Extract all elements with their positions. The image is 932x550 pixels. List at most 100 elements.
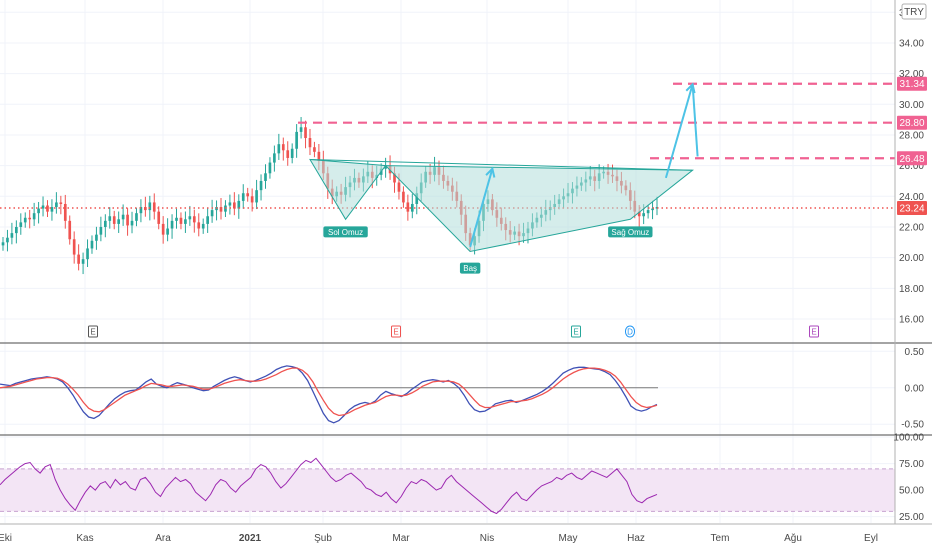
candle[interactable]	[63, 203, 67, 221]
macd-panel[interactable]	[0, 365, 658, 424]
time-axis[interactable]: Eki Kas Ara 2021 Şub Mar Nis May Haz Tem Ağu Eyl	[0, 533, 878, 544]
candle[interactable]	[192, 216, 196, 223]
event-marker[interactable]	[809, 325, 819, 338]
candle[interactable]	[317, 151, 321, 162]
candle[interactable]	[139, 207, 143, 214]
candle[interactable]	[126, 214, 129, 226]
candle[interactable]	[290, 148, 294, 158]
candle[interactable]	[95, 234, 98, 241]
event-marker[interactable]	[571, 325, 581, 338]
candle[interactable]	[206, 216, 209, 224]
candle[interactable]	[384, 165, 387, 169]
candle[interactable]	[68, 220, 72, 240]
candle[interactable]	[157, 211, 161, 224]
candle[interactable]	[19, 222, 23, 227]
candle[interactable]	[41, 205, 45, 209]
candle[interactable]	[402, 191, 405, 203]
candle[interactable]	[264, 173, 267, 181]
candle[interactable]	[37, 208, 40, 214]
candle[interactable]	[103, 220, 107, 227]
candle[interactable]	[228, 202, 232, 206]
candle[interactable]	[6, 237, 9, 243]
level-price-tag[interactable]	[897, 151, 927, 166]
candle[interactable]	[637, 211, 641, 217]
candle[interactable]	[81, 259, 85, 264]
candle[interactable]	[286, 150, 290, 158]
candle[interactable]	[28, 217, 32, 220]
candle[interactable]	[15, 226, 18, 234]
candle[interactable]	[99, 226, 103, 235]
candle[interactable]	[188, 216, 192, 220]
event-marker[interactable]	[88, 325, 98, 338]
candle[interactable]	[277, 144, 281, 154]
candle[interactable]	[59, 202, 63, 204]
candle[interactable]	[32, 213, 36, 220]
candle[interactable]	[268, 162, 272, 174]
candle[interactable]	[646, 210, 650, 214]
panel-separators[interactable]	[0, 0, 932, 525]
candle[interactable]	[406, 202, 410, 212]
signal-line[interactable]	[0, 367, 658, 417]
candle[interactable]	[55, 202, 58, 208]
candle[interactable]	[152, 202, 156, 212]
candle[interactable]	[184, 219, 187, 224]
candle[interactable]	[397, 182, 401, 192]
candle[interactable]	[415, 193, 419, 204]
candle[interactable]	[90, 240, 94, 249]
macd-line[interactable]	[0, 365, 658, 424]
candle[interactable]	[77, 254, 80, 264]
candle[interactable]	[197, 222, 201, 229]
candle[interactable]	[393, 173, 396, 183]
candle[interactable]	[246, 193, 250, 197]
price-panel[interactable]: Sol Omuz Baş Sağ Omuz E E E D E	[0, 82, 895, 338]
level-price-tag[interactable]	[897, 115, 927, 130]
candle[interactable]	[166, 228, 169, 235]
candle[interactable]	[86, 248, 89, 260]
pattern-head-right-shoulder[interactable]	[384, 165, 695, 253]
current-price-tag[interactable]	[897, 200, 927, 215]
candle[interactable]	[179, 217, 183, 224]
candle[interactable]	[255, 190, 258, 203]
candle[interactable]	[135, 213, 138, 221]
candle[interactable]	[259, 180, 263, 191]
currency-badge[interactable]: TRY	[901, 3, 927, 20]
candle[interactable]	[308, 138, 312, 148]
candle[interactable]	[72, 239, 76, 255]
candle[interactable]	[201, 223, 205, 229]
target-arrow-head-measure[interactable]	[469, 168, 494, 248]
candle[interactable]	[121, 214, 125, 220]
candle[interactable]	[304, 127, 307, 139]
event-marker[interactable]	[391, 325, 401, 338]
candle[interactable]	[117, 219, 121, 224]
candle[interactable]	[170, 220, 174, 229]
candle[interactable]	[130, 220, 134, 226]
candle[interactable]	[1, 242, 5, 246]
candle[interactable]	[237, 200, 241, 209]
candle[interactable]	[10, 233, 14, 238]
candle[interactable]	[410, 203, 414, 212]
candle[interactable]	[108, 216, 112, 221]
candle[interactable]	[23, 217, 27, 223]
candle[interactable]	[642, 213, 645, 217]
level-price-tag[interactable]	[897, 76, 927, 91]
candle[interactable]	[651, 208, 654, 211]
event-marker[interactable]	[625, 325, 635, 338]
rsi-panel[interactable]	[0, 457, 895, 515]
candle[interactable]	[175, 217, 178, 221]
candle[interactable]	[299, 127, 303, 132]
candle[interactable]	[148, 202, 152, 211]
candle[interactable]	[161, 223, 165, 235]
candle[interactable]	[210, 210, 214, 217]
candle[interactable]	[295, 131, 298, 149]
candle[interactable]	[281, 144, 285, 151]
candle[interactable]	[46, 205, 49, 212]
pattern-left-shoulder[interactable]	[309, 158, 387, 221]
candle[interactable]	[112, 216, 116, 224]
candle[interactable]	[241, 193, 245, 201]
candle[interactable]	[250, 196, 254, 203]
candle[interactable]	[233, 202, 236, 209]
target-arrow-breakout[interactable]	[664, 84, 694, 179]
candle[interactable]	[219, 207, 223, 212]
price-axis[interactable]: 16.00 18.00 20.00 22.00 24.00 26.00 28.00 30.00…	[893, 8, 927, 523]
